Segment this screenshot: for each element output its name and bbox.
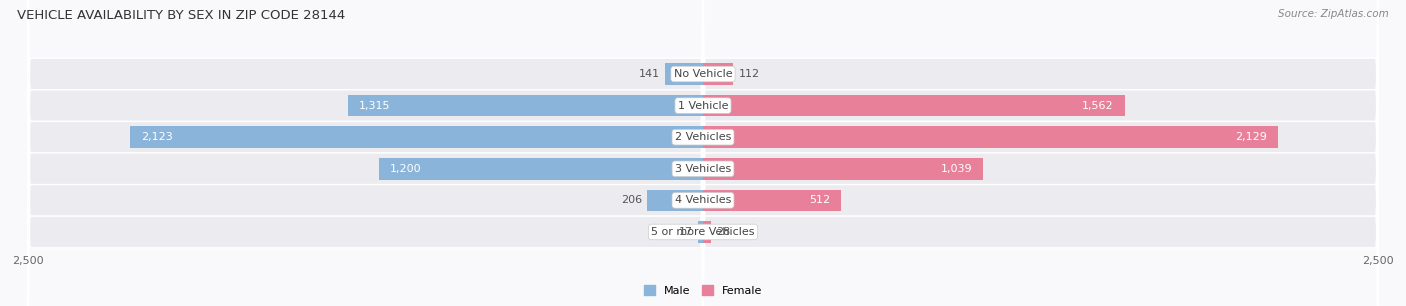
Text: 1,315: 1,315 [359,101,391,111]
FancyBboxPatch shape [28,0,703,306]
FancyBboxPatch shape [28,0,703,306]
FancyBboxPatch shape [703,0,1378,306]
Text: 4 Vehicles: 4 Vehicles [675,195,731,205]
FancyBboxPatch shape [28,0,703,306]
Bar [699,221,703,243]
Bar [349,95,703,116]
Text: Source: ZipAtlas.com: Source: ZipAtlas.com [1278,9,1389,19]
Text: 28: 28 [716,227,730,237]
FancyBboxPatch shape [28,0,703,306]
Text: VEHICLE AVAILABILITY BY SEX IN ZIP CODE 28144: VEHICLE AVAILABILITY BY SEX IN ZIP CODE … [17,9,344,22]
FancyBboxPatch shape [703,0,1378,306]
Text: 1,039: 1,039 [941,164,973,174]
Text: 2 Vehicles: 2 Vehicles [675,132,731,142]
Text: 1,562: 1,562 [1083,101,1114,111]
Text: 206: 206 [621,195,643,205]
Bar [703,63,734,85]
FancyBboxPatch shape [703,0,1378,306]
Text: 1,200: 1,200 [389,164,422,174]
Text: 1 Vehicle: 1 Vehicle [678,101,728,111]
Text: No Vehicle: No Vehicle [673,69,733,79]
Legend: Male, Female: Male, Female [640,281,766,300]
Text: 141: 141 [638,69,659,79]
FancyBboxPatch shape [703,0,1378,306]
Bar [665,63,703,85]
Bar [129,126,703,148]
Text: 5 or more Vehicles: 5 or more Vehicles [651,227,755,237]
Text: 2,129: 2,129 [1234,132,1267,142]
Text: 512: 512 [810,195,831,205]
FancyBboxPatch shape [28,0,703,306]
Text: 3 Vehicles: 3 Vehicles [675,164,731,174]
Bar [647,190,703,211]
Text: 112: 112 [738,69,759,79]
Text: 2,123: 2,123 [141,132,173,142]
Bar [703,126,1278,148]
FancyBboxPatch shape [703,0,1378,306]
Bar [703,95,1125,116]
Bar [703,221,710,243]
FancyBboxPatch shape [28,0,703,306]
Bar [380,158,703,180]
Text: 17: 17 [679,227,693,237]
Bar [703,158,983,180]
Bar [703,190,841,211]
FancyBboxPatch shape [703,0,1378,306]
